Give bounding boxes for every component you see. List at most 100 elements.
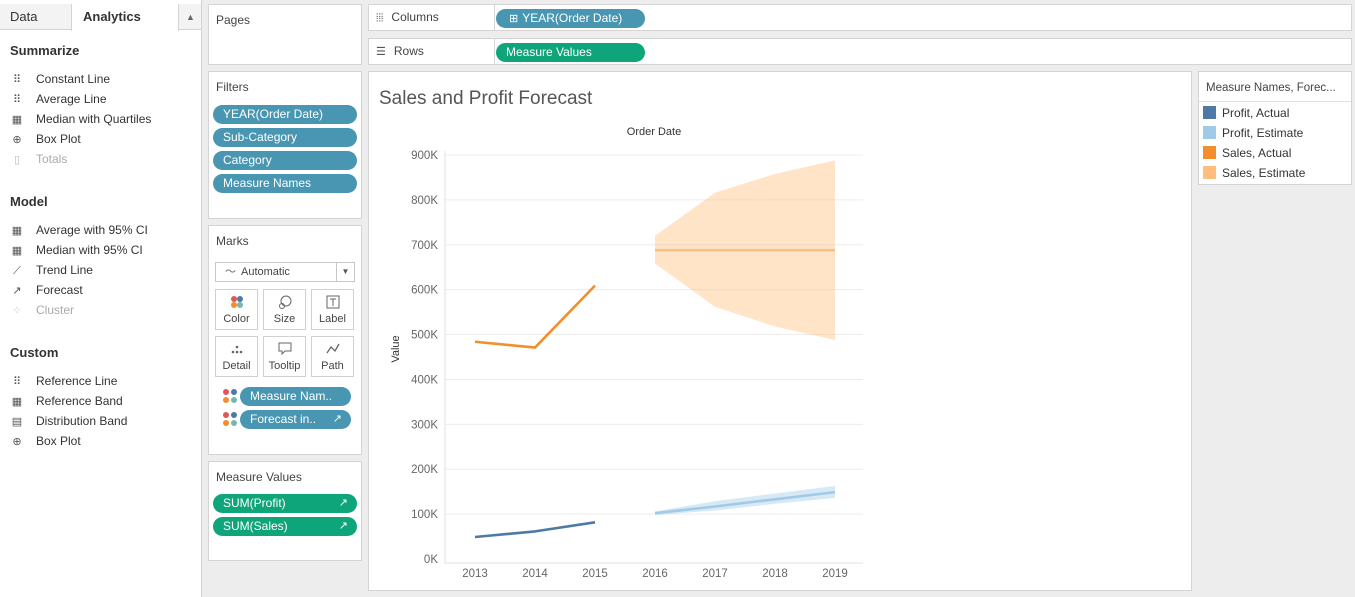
viz-area: 0K 100K 200K 300K 400K 500K 600K 700K 800K 900K 2…: [368, 71, 1192, 591]
x-tick-label: 2015: [582, 568, 608, 580]
analytics-item-distribution-band[interactable]: ▤ Distribution Band: [10, 411, 128, 431]
side-tabs: Data Analytics ▲: [0, 4, 201, 31]
mark-type-value: Automatic: [241, 266, 290, 278]
box-plot-icon: ⊕: [12, 134, 22, 146]
marks-field-measure-names[interactable]: Measure Nam..: [240, 387, 351, 406]
analytics-item-box-plot-custom[interactable]: ⊕ Box Plot: [10, 431, 80, 451]
legend-item-sales-actual[interactable]: Sales, Actual: [1203, 143, 1291, 163]
measure-pill-sales[interactable]: SUM(Sales) ↗: [213, 517, 357, 536]
forecast-icon: ↗: [338, 497, 348, 509]
color-legend: Measure Names, Forec... Profit, Actual P…: [1198, 71, 1352, 185]
forecast-bands: [655, 160, 835, 516]
legend-swatch: [1203, 126, 1216, 139]
average-ci-icon: ▦: [11, 225, 23, 237]
analytics-item-totals: ▯ Totals: [10, 149, 67, 169]
cluster-icon: ⁘: [12, 305, 22, 317]
legend-swatch: [1203, 146, 1216, 159]
chevron-down-icon: ▼: [336, 263, 354, 281]
marks-color-button[interactable]: Color: [215, 289, 258, 330]
marks-field-forecast-indicator[interactable]: Forecast in.. ↗: [240, 410, 351, 429]
tab-scroll-icon[interactable]: ▲: [186, 12, 195, 22]
forecast-icon: ↗: [332, 413, 342, 425]
summarize-title: Summarize: [10, 43, 80, 58]
y-tick-label: 0K: [424, 554, 438, 566]
filter-pill-category[interactable]: Category: [213, 151, 357, 170]
color-field-icon: [223, 389, 237, 403]
analytics-item-median-quartiles[interactable]: ▦ Median with Quartiles: [10, 109, 152, 129]
constant-line-icon: ⠿: [12, 74, 22, 86]
columns-shelf-label: ⦙⦙⦙ Columns: [376, 10, 439, 24]
filter-pill-measure-names[interactable]: Measure Names: [213, 174, 357, 193]
totals-icon: ▯: [13, 154, 21, 166]
marks-title: Marks: [216, 234, 249, 248]
legend-item-profit-actual[interactable]: Profit, Actual: [1203, 103, 1289, 123]
rows-pill-measure-values[interactable]: Measure Values: [496, 43, 645, 62]
filter-pill-sub-category[interactable]: Sub-Category: [213, 128, 357, 147]
analytics-item-average-ci[interactable]: ▦ Average with 95% CI: [10, 220, 148, 240]
marks-path-button[interactable]: Path: [311, 336, 354, 377]
marks-label-button[interactable]: Label: [311, 289, 354, 330]
x-tick-label: 2017: [702, 568, 728, 580]
x-tick-label: 2019: [822, 568, 848, 580]
measure-values-card: Measure Values SUM(Profit) ↗ SUM(Sales) …: [208, 461, 362, 561]
marks-size-button[interactable]: Size: [263, 289, 306, 330]
detail-icon: [216, 341, 257, 357]
y-tick-label: 200K: [411, 464, 438, 476]
distribution-band-icon: ▤: [11, 416, 23, 428]
average-line-icon: ⠿: [12, 94, 22, 106]
forecast-icon: ↗: [12, 285, 22, 297]
legend-item-profit-estimate[interactable]: Profit, Estimate: [1203, 123, 1303, 143]
shelf-divider: [494, 39, 495, 64]
marks-card: Marks 〜 Automatic ▼ Color Size Label Deta…: [208, 225, 362, 455]
reference-band-icon: ▦: [11, 396, 23, 408]
rows-icon: ☰: [376, 46, 386, 58]
analytics-item-forecast[interactable]: ↗ Forecast: [10, 280, 82, 300]
analytics-item-reference-band[interactable]: ▦ Reference Band: [10, 391, 123, 411]
y-tick-label: 500K: [411, 330, 438, 342]
marks-field-forecast-label: Forecast in..: [250, 412, 317, 426]
analytics-item-trend-line[interactable]: ⟋ Trend Line: [10, 260, 93, 280]
tab-data[interactable]: Data: [10, 9, 38, 24]
profit-actual-line: [474, 521, 596, 539]
y-axis-title: Value: [390, 335, 402, 362]
analytics-item-constant-line[interactable]: ⠿ Constant Line: [10, 69, 110, 89]
model-title: Model: [10, 194, 48, 209]
marks-detail-button[interactable]: Detail: [215, 336, 258, 377]
columns-shelf[interactable]: ⦙⦙⦙ Columns ⊞ YEAR(Order Date): [368, 4, 1352, 31]
median-ci-icon: ▦: [11, 245, 23, 257]
filter-pill-year[interactable]: YEAR(Order Date): [213, 105, 357, 124]
analytics-item-average-line[interactable]: ⠿ Average Line: [10, 89, 107, 109]
y-tick-label: 400K: [411, 374, 438, 386]
y-tick-label: 100K: [411, 509, 438, 521]
measure-pill-profit[interactable]: SUM(Profit) ↗: [213, 494, 357, 513]
analytics-item-median-ci[interactable]: ▦ Median with 95% CI: [10, 240, 143, 260]
y-tick-label: 800K: [411, 195, 438, 207]
analytics-item-box-plot[interactable]: ⊕ Box Plot: [10, 129, 80, 149]
gridlines: [444, 151, 863, 564]
x-axis-title: Order Date: [627, 126, 681, 138]
median-quartiles-icon: ▦: [11, 114, 23, 126]
legend-item-sales-estimate[interactable]: Sales, Estimate: [1203, 163, 1305, 183]
x-tick-label: 2016: [642, 568, 668, 580]
label-icon: [312, 294, 353, 310]
mark-type-dropdown[interactable]: 〜 Automatic ▼: [215, 262, 355, 282]
forecast-chart[interactable]: 0K 100K 200K 300K 400K 500K 600K 700K 800K 900K 2…: [369, 72, 1193, 592]
tab-analytics[interactable]: Analytics: [71, 4, 179, 31]
size-icon: [264, 294, 305, 310]
rows-shelf[interactable]: ☰ Rows Measure Values: [368, 38, 1352, 65]
legend-title[interactable]: Measure Names, Forec...: [1199, 72, 1351, 102]
marks-tooltip-button[interactable]: Tooltip: [263, 336, 306, 377]
y-tick-label: 600K: [411, 285, 438, 297]
line-mark-icon: 〜: [225, 266, 236, 278]
columns-pill-year[interactable]: ⊞ YEAR(Order Date): [496, 9, 645, 28]
y-tick-label: 900K: [411, 150, 438, 162]
sales-actual-line: [474, 284, 596, 349]
y-tick-label: 700K: [411, 240, 438, 252]
x-tick-label: 2013: [462, 568, 488, 580]
series-lines: [474, 248, 836, 539]
pages-card[interactable]: Pages: [208, 4, 362, 65]
path-icon: [312, 341, 353, 357]
rows-shelf-label: ☰ Rows: [376, 44, 424, 58]
legend-swatch: [1203, 106, 1216, 119]
analytics-item-reference-line[interactable]: ⠿ Reference Line: [10, 371, 117, 391]
